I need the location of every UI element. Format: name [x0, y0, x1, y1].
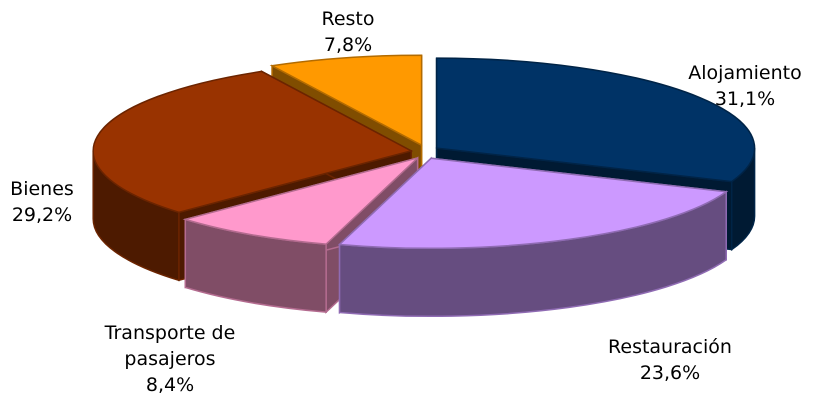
slice-label: Resto 7,8% [288, 6, 408, 58]
category-label: Bienes [10, 178, 74, 200]
category-label: Resto [321, 8, 375, 30]
slice-label: Bienes 29,2% [0, 176, 92, 228]
slice-top [269, 54, 423, 147]
value-label: 23,6% [639, 362, 701, 384]
slice-top [435, 57, 756, 183]
slice-label: Restauración 23,6% [580, 334, 760, 386]
slice-top [337, 157, 729, 250]
value-label: 29,2% [11, 204, 73, 226]
slice-label: Transporte de pasajeros 8,4% [85, 320, 255, 398]
category-label: Alojamiento [688, 62, 802, 84]
category-label: Transporte de pasajeros [104, 322, 236, 370]
value-label: 7,8% [323, 34, 373, 56]
category-label: Restauración [608, 336, 732, 358]
slice-label: Alojamiento 31,1% [655, 60, 822, 112]
slice-top [182, 157, 419, 245]
value-label: 8,4% [145, 374, 195, 396]
value-label: 31,1% [714, 88, 776, 110]
slice-top [92, 70, 414, 214]
